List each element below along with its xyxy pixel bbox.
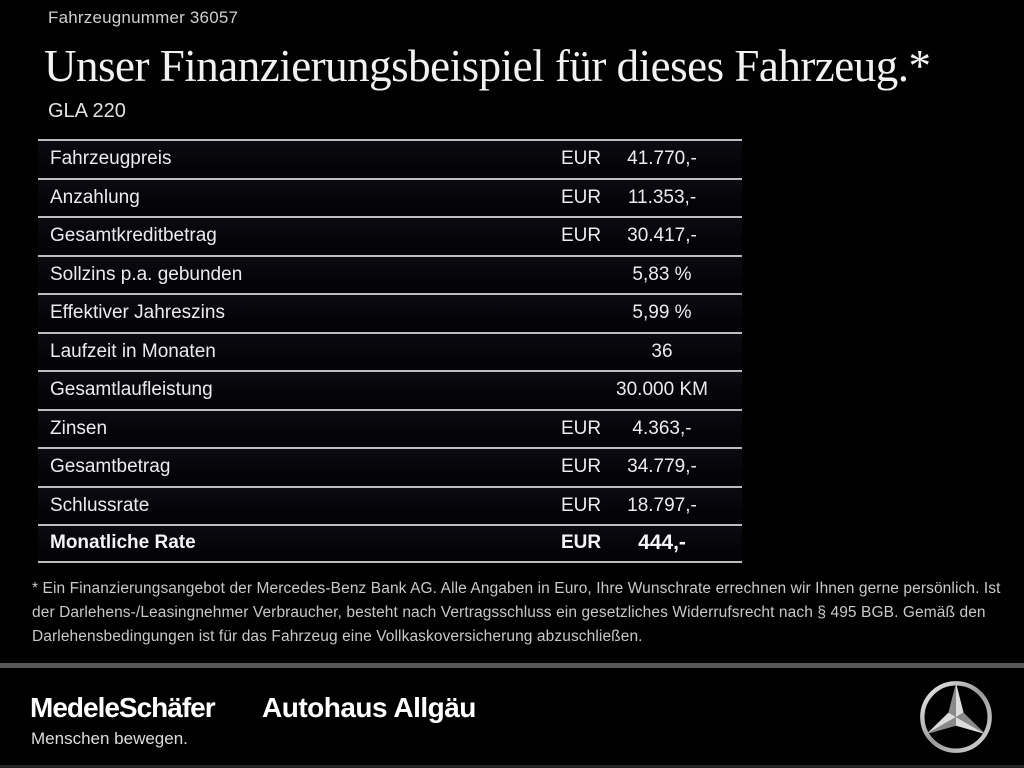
table-row: Effektiver Jahreszins 5,99 % (38, 293, 742, 332)
row-label: Laufzeit in Monaten (50, 340, 216, 362)
row-label: Sollzins p.a. gebunden (50, 263, 243, 285)
row-value: 4.363,- (632, 417, 692, 439)
table-row: Zinsen EUR 4.363,- (38, 408, 742, 447)
row-value: 34.779,- (627, 456, 697, 478)
row-value: 18.797,- (627, 494, 697, 516)
table-row: Sollzins p.a. gebunden 5,83 % (38, 254, 742, 293)
mercedes-star-icon (920, 681, 992, 753)
row-value: 30.417,- (627, 225, 697, 247)
row-label: Effektiver Jahreszins (50, 302, 225, 324)
table-row: Fahrzeugpreis EUR 41.770,- (38, 139, 742, 178)
row-currency: EUR (561, 456, 602, 478)
row-value: 5,83 % (632, 263, 692, 285)
row-label: Gesamtlaufleistung (50, 379, 213, 401)
row-value: 30.000 KM (616, 379, 708, 401)
page-title: Unser Finanzierungsbeispiel für dieses F… (44, 41, 931, 91)
row-currency: EUR (561, 186, 602, 208)
table-row: Gesamtkreditbetrag EUR 30.417,- (38, 216, 742, 255)
vehicle-model: GLA 220 (48, 100, 126, 122)
row-label: Zinsen (50, 417, 108, 439)
table-row: Schlussrate EUR 18.797,- (38, 485, 742, 524)
table-row: Gesamtlaufleistung 30.000 KM (38, 370, 742, 409)
dealer-logo: MedeleSchäfer (30, 692, 216, 723)
row-value: 41.770,- (627, 148, 697, 170)
row-currency: EUR (561, 494, 602, 516)
bottom-edge (0, 765, 1024, 768)
table-row: Laufzeit in Monaten 36 (38, 331, 742, 370)
row-currency: EUR (561, 225, 602, 247)
row-label: Anzahlung (50, 186, 140, 208)
dealer-tagline: Menschen bewegen. (31, 729, 188, 748)
row-value: 444,- (638, 531, 686, 555)
row-label: Monatliche Rate (50, 532, 196, 554)
row-label: Fahrzeugpreis (50, 148, 172, 170)
row-label: Schlussrate (50, 494, 150, 516)
row-currency: EUR (561, 148, 602, 170)
row-value: 11.353,- (627, 186, 697, 208)
row-currency: EUR (561, 532, 602, 554)
table-row-monthly-rate: Monatliche Rate EUR 444,- (38, 524, 742, 563)
row-value: 36 (651, 340, 673, 362)
vehicle-number: Fahrzeugnummer 36057 (48, 8, 239, 27)
row-label: Gesamtbetrag (50, 456, 171, 478)
dealer-branch-logo: Autohaus Allgäu (262, 692, 476, 723)
row-value: 5,99 % (632, 302, 692, 324)
row-label: Gesamtkreditbetrag (50, 225, 217, 247)
legal-footnote: * Ein Finanzierungsangebot der Mercedes-… (32, 580, 1001, 645)
table-row: Gesamtbetrag EUR 34.779,- (38, 447, 742, 486)
footer-separator (0, 663, 1024, 668)
financing-table: Fahrzeugpreis EUR 41.770,- Anzahlung EUR… (38, 139, 742, 563)
table-row: Anzahlung EUR 11.353,- (38, 177, 742, 216)
row-currency: EUR (561, 417, 602, 439)
